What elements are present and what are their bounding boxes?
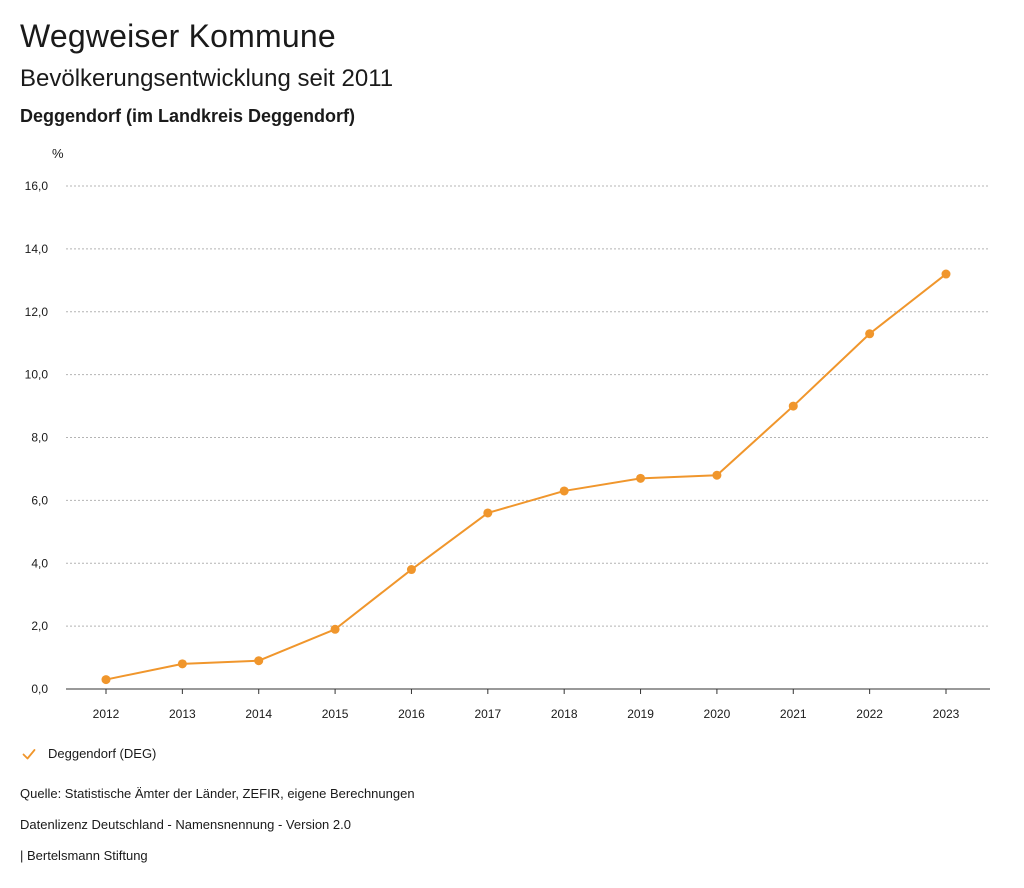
data-point — [712, 470, 722, 480]
x-tick-label: 2013 — [169, 707, 196, 721]
x-tick-label: 2022 — [856, 707, 883, 721]
chart-subtitle: Bevölkerungsentwicklung seit 2011 — [20, 65, 394, 92]
publisher-note: | Bertelsmann Stiftung — [20, 848, 148, 863]
y-tick-label: 6,0 — [31, 493, 48, 507]
y-tick-label: 0,0 — [31, 682, 48, 696]
x-tick-label: 2015 — [322, 707, 349, 721]
source-note: Quelle: Statistische Ämter der Länder, Z… — [20, 786, 415, 801]
legend-label: Deggendorf (DEG) — [48, 746, 157, 761]
x-tick-label: 2016 — [398, 707, 425, 721]
axes: 0,0 2,0 4,0 6,0 8,0 10,0 12,0 14,0 16,0 2012 2013 2… — [25, 179, 990, 721]
data-point — [330, 624, 340, 634]
x-tick-label: 2023 — [933, 707, 960, 721]
x-tick-label: 2021 — [780, 707, 807, 721]
data-point — [865, 329, 875, 339]
license-note: Datenlizenz Deutschland - Namensnennung … — [20, 817, 351, 832]
x-tick-label: 2019 — [627, 707, 654, 721]
x-tick-label: 2012 — [93, 707, 120, 721]
series-deggendorf — [101, 269, 951, 685]
check-icon — [22, 749, 36, 760]
y-axis-unit-label: % — [52, 146, 64, 161]
data-point — [101, 675, 111, 685]
data-point — [636, 473, 646, 483]
data-point — [254, 656, 264, 666]
y-tick-label: 10,0 — [25, 368, 49, 382]
y-tick-label: 4,0 — [31, 556, 48, 570]
series-line — [105, 273, 947, 681]
y-tick-label: 12,0 — [25, 305, 49, 319]
y-tick-label: 8,0 — [31, 431, 48, 445]
grid-lines — [66, 185, 990, 627]
x-tick-label: 2017 — [474, 707, 501, 721]
data-point — [406, 565, 416, 575]
data-point — [483, 508, 493, 518]
data-point — [177, 659, 187, 669]
legend[interactable]: Deggendorf (DEG) — [22, 744, 156, 764]
y-tick-label: 14,0 — [25, 242, 49, 256]
x-tick-label: 2020 — [704, 707, 731, 721]
x-tick-label: 2018 — [551, 707, 578, 721]
page-title: Wegweiser Kommune — [20, 18, 336, 54]
data-point — [788, 401, 798, 411]
x-tick-label: 2014 — [245, 707, 272, 721]
y-tick-label: 16,0 — [25, 179, 49, 193]
data-point — [941, 269, 951, 279]
region-heading: Deggendorf (im Landkreis Deggendorf) — [20, 106, 356, 126]
data-point — [559, 486, 569, 496]
y-tick-label: 2,0 — [31, 619, 48, 633]
